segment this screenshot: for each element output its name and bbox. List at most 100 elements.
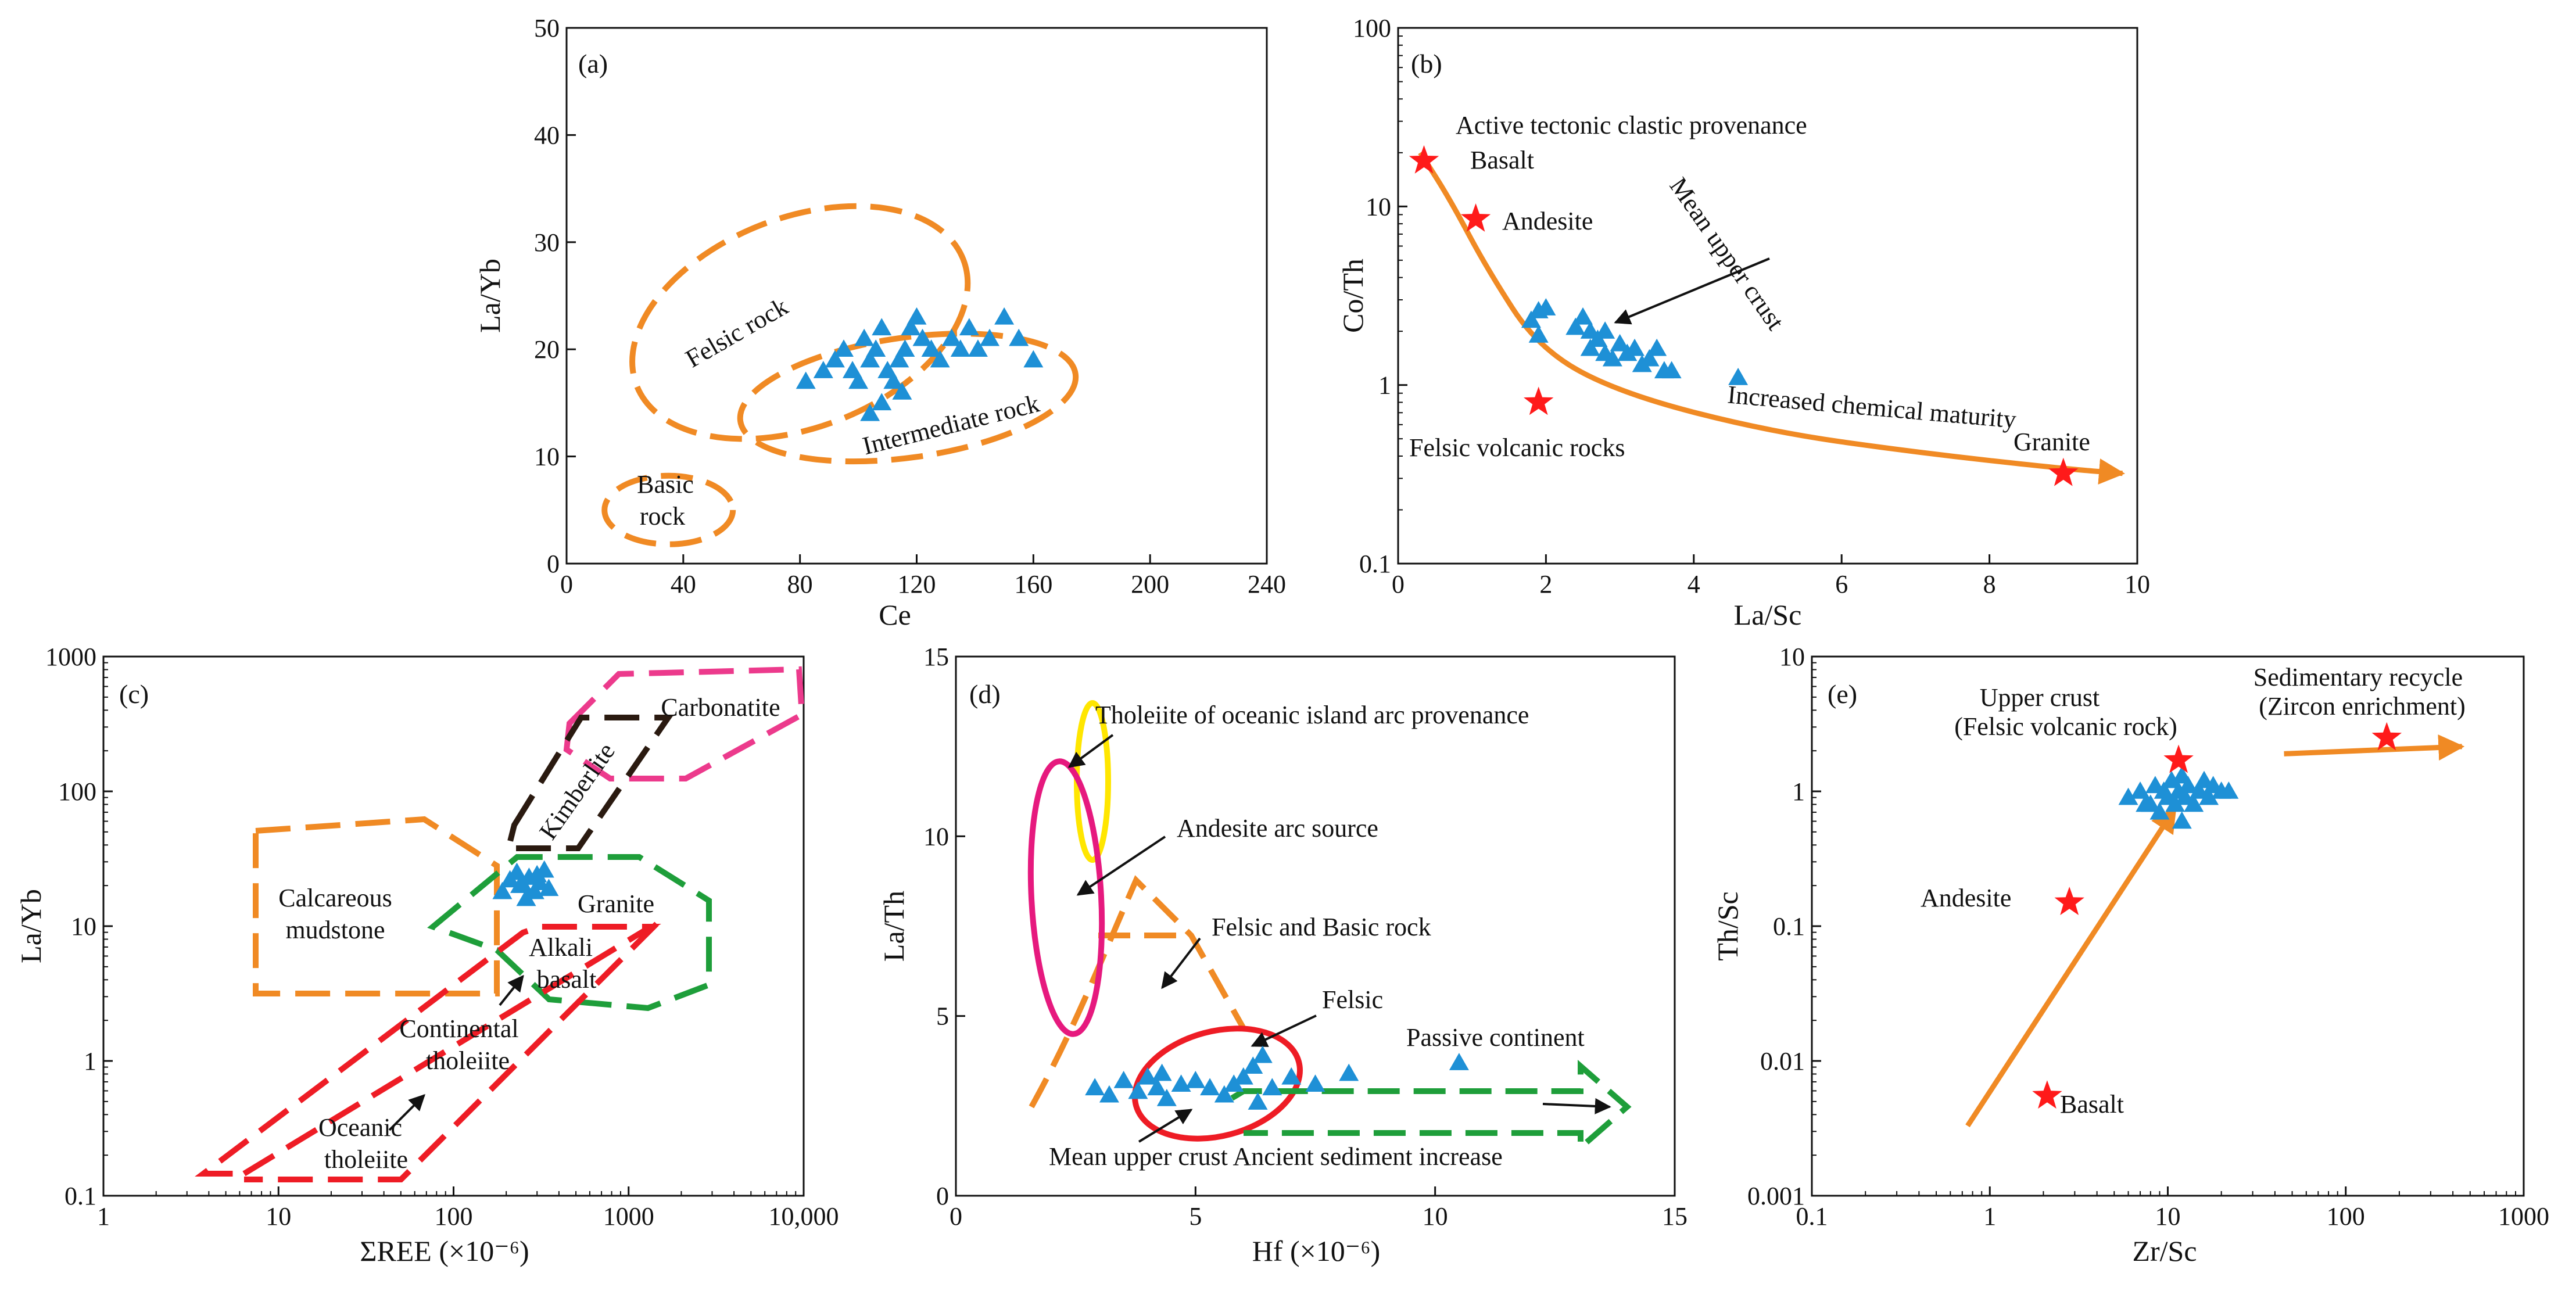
data-point <box>1339 1063 1359 1081</box>
y-tick-label: 10 <box>923 822 949 851</box>
data-point <box>516 888 536 906</box>
y-tick-label: 30 <box>534 228 560 257</box>
panel-b-ticks: 0 2 4 6 8 10 0.1 1 10 100 <box>1353 14 2150 598</box>
field-passive-continent <box>1230 1059 1632 1154</box>
data-point <box>1528 325 1549 343</box>
data-point <box>883 371 904 389</box>
arrow-felsic-basic <box>1161 937 1201 989</box>
data-point <box>1262 1078 1282 1096</box>
panel-b-xlabel: La/Sc <box>1734 598 1802 631</box>
x-tick-label: 15 <box>1662 1202 1688 1231</box>
data-point <box>1252 1045 1273 1063</box>
reference-star <box>2371 722 2402 751</box>
panel-e-xlabel: Zr/Sc <box>2132 1235 2197 1267</box>
panel-a-ticks: 0 40 80 120 160 200 240 0 10 20 30 40 50 <box>534 14 1286 598</box>
reference-star <box>1524 386 1554 415</box>
data-point <box>1171 1074 1191 1092</box>
y-tick-label: 0.1 <box>1773 912 1805 941</box>
data-point <box>872 318 892 336</box>
y-tick-label: 10 <box>534 443 560 471</box>
field-label-granite: Granite <box>578 890 654 918</box>
ref-label-felsic-volcanic: Felsic volcanic rocks <box>1409 433 1625 462</box>
y-tick-label: 0.1 <box>65 1182 96 1210</box>
panel-a-xlabel: Ce <box>879 598 911 631</box>
annotation-upper-crust-2: (Felsic volcanic rock) <box>1954 712 2177 741</box>
y-tick-label: 40 <box>534 121 560 149</box>
data-point <box>1595 321 1615 339</box>
x-tick-label: 40 <box>671 570 696 598</box>
data-point <box>860 350 880 368</box>
field-label-basic-1: Basic <box>637 470 694 499</box>
annotation-tholeiite-arc: Tholeiite of oceanic island arc provenan… <box>1095 701 1529 729</box>
annotation-andesite-arc: Andesite arc source <box>1177 814 1378 842</box>
panel-c-frame <box>102 655 805 1197</box>
x-tick-label: 10 <box>2155 1202 2181 1231</box>
data-point <box>1152 1063 1172 1081</box>
data-point <box>1113 1071 1134 1088</box>
panel-d-frame <box>955 655 1676 1197</box>
data-point <box>1085 1078 1105 1096</box>
field-label-felsic: Felsic rock <box>680 292 793 374</box>
data-point <box>492 881 513 899</box>
data-point <box>968 339 988 357</box>
ref-label-andesite: Andesite <box>1502 207 1593 235</box>
data-point <box>1099 1085 1119 1103</box>
field-label-kimberlite: Kimberlite <box>533 738 620 845</box>
ref-label-granite: Granite <box>2013 428 2090 456</box>
panel-e-points <box>2118 766 2239 829</box>
y-tick-label: 15 <box>923 643 949 671</box>
field-felsic <box>1132 1026 1303 1142</box>
y-tick-label: 0.01 <box>1760 1047 1805 1075</box>
data-point <box>1521 310 1541 328</box>
data-point <box>833 339 854 357</box>
data-point <box>1595 343 1615 361</box>
y-tick-label: 1 <box>1378 371 1391 400</box>
x-tick-label: 100 <box>2327 1202 2365 1231</box>
annotation-mean-upper-crust: Mean upper crust <box>1664 173 1790 335</box>
x-tick-label: 10 <box>1423 1202 1448 1231</box>
y-tick-label: 20 <box>534 335 560 364</box>
data-point <box>980 328 1000 346</box>
y-tick-label: 100 <box>58 777 96 806</box>
field-ellipse <box>629 203 971 442</box>
reference-star <box>2054 887 2084 915</box>
x-tick-label: 6 <box>1835 570 1848 598</box>
panel-d-label: (d) <box>969 679 1001 709</box>
field-label-carbonatite: Carbonatite <box>661 693 780 722</box>
x-tick-label: 160 <box>1014 570 1052 598</box>
field-label-basic-2: rock <box>640 502 685 530</box>
field-label-oceanic-2: tholeiite <box>324 1145 408 1174</box>
data-point <box>2189 781 2209 799</box>
x-tick-label: 10,000 <box>769 1202 839 1231</box>
x-tick-label: 1000 <box>603 1202 654 1231</box>
field-label-calcareous-2: mudstone <box>285 916 385 944</box>
field-label-alkali-1: Alkali <box>529 933 593 962</box>
panel-c-label: (c) <box>119 679 149 709</box>
data-point <box>2219 781 2239 799</box>
panel-a-ylabel: La/Yb <box>474 259 506 333</box>
data-point <box>1233 1067 1253 1085</box>
panel-c-ylabel: La/Yb <box>15 889 47 963</box>
data-point <box>892 382 912 400</box>
data-point <box>1214 1085 1234 1103</box>
data-point <box>895 339 915 357</box>
data-point <box>2130 781 2151 799</box>
annotation-upper-crust-1: Upper crust <box>1980 683 2100 712</box>
panel-b-frame <box>1397 27 2138 565</box>
data-point <box>1185 1071 1206 1088</box>
x-tick-label: 1000 <box>2498 1202 2549 1231</box>
data-point <box>872 393 892 411</box>
panel-d: 0 5 10 15 0 5 10 15 (d) Hf (×10⁻⁶) La/Th Tholei… <box>877 643 1688 1267</box>
annotation-maturity: Increased chemical maturity <box>1726 380 2018 433</box>
data-point <box>507 862 527 880</box>
x-tick-label: 1 <box>1983 1202 1996 1231</box>
data-point <box>510 876 531 893</box>
field-label-calcareous-1: Calcareous <box>278 884 392 912</box>
annotation-sed-recycle-2: (Zircon enrichment) <box>2259 692 2466 720</box>
y-tick-label: 1 <box>1792 777 1805 806</box>
data-point <box>1147 1078 1167 1096</box>
data-point <box>860 403 880 421</box>
data-point <box>1610 334 1630 352</box>
data-point <box>539 879 559 897</box>
